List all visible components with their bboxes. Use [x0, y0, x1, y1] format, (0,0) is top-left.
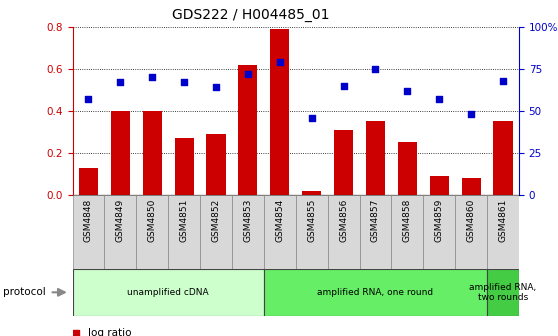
Point [211, 85, 220, 90]
Text: GDS222 / H004485_01: GDS222 / H004485_01 [172, 8, 330, 23]
Bar [168, 195, 200, 269]
Point [148, 75, 157, 80]
Bar [424, 195, 455, 269]
Point [307, 115, 316, 120]
Text: unamplified cDNA: unamplified cDNA [127, 288, 209, 297]
Bar [493, 121, 513, 195]
Bar [73, 269, 264, 316]
Text: GSM4854: GSM4854 [275, 199, 284, 242]
Point [403, 88, 412, 93]
Point [275, 59, 284, 65]
Text: log ratio: log ratio [88, 328, 131, 336]
Bar [296, 195, 328, 269]
Point [71, 331, 80, 336]
Bar [136, 195, 168, 269]
Bar [398, 142, 417, 195]
Point [243, 71, 252, 77]
Bar [391, 195, 424, 269]
Text: amplified RNA, one round: amplified RNA, one round [318, 288, 434, 297]
Text: GSM4853: GSM4853 [243, 199, 252, 242]
Point [84, 96, 93, 102]
Bar [104, 195, 136, 269]
Bar [328, 195, 359, 269]
Point [339, 83, 348, 88]
Text: amplified RNA,
two rounds: amplified RNA, two rounds [469, 283, 537, 302]
Bar [430, 176, 449, 195]
Point [180, 80, 189, 85]
Point [498, 78, 507, 83]
Bar [461, 178, 480, 195]
Bar [334, 130, 353, 195]
Text: GSM4859: GSM4859 [435, 199, 444, 242]
Text: GSM4857: GSM4857 [371, 199, 380, 242]
Bar [270, 29, 290, 195]
Bar [264, 195, 296, 269]
Bar [232, 195, 264, 269]
Text: protocol: protocol [3, 287, 46, 297]
Bar [366, 121, 385, 195]
Bar [73, 195, 104, 269]
Bar [111, 111, 130, 195]
Text: GSM4849: GSM4849 [116, 199, 125, 242]
Bar [175, 138, 194, 195]
Text: GSM4861: GSM4861 [498, 199, 507, 242]
Text: GSM4848: GSM4848 [84, 199, 93, 242]
Point [371, 66, 380, 72]
Text: GSM4858: GSM4858 [403, 199, 412, 242]
Point [466, 112, 475, 117]
Bar [359, 195, 391, 269]
Text: GSM4852: GSM4852 [211, 199, 220, 242]
Point [435, 96, 444, 102]
Bar [487, 195, 519, 269]
Bar [200, 195, 232, 269]
Bar [206, 134, 225, 195]
Bar [455, 195, 487, 269]
Bar [238, 65, 257, 195]
Bar [264, 269, 487, 316]
Point [116, 80, 125, 85]
Text: GSM4851: GSM4851 [180, 199, 189, 242]
Bar [302, 191, 321, 195]
Bar [487, 269, 519, 316]
Text: GSM4860: GSM4860 [466, 199, 475, 242]
Text: GSM4855: GSM4855 [307, 199, 316, 242]
Bar [79, 168, 98, 195]
Text: GSM4850: GSM4850 [148, 199, 157, 242]
Text: GSM4856: GSM4856 [339, 199, 348, 242]
Bar [143, 111, 162, 195]
